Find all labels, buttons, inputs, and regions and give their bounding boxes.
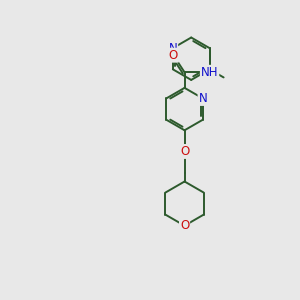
Text: N: N [199,92,207,105]
Text: NH: NH [201,66,218,79]
Text: O: O [180,145,189,158]
Text: O: O [180,219,189,232]
Text: N: N [169,42,177,55]
Text: O: O [169,49,178,62]
